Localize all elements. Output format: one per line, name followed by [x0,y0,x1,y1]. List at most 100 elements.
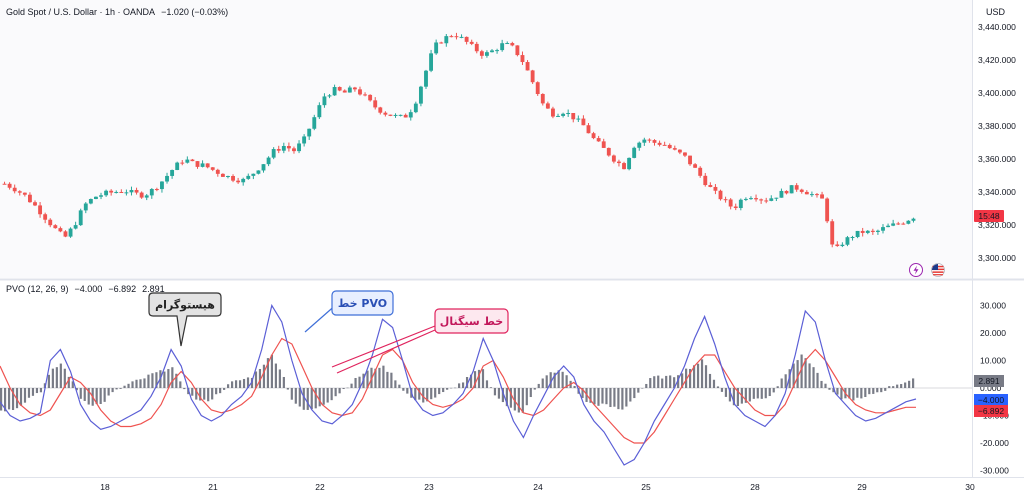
candle-body [312,117,317,129]
histogram-bar [736,388,739,406]
histogram-bar [3,388,7,412]
histogram-bar [880,388,883,393]
histogram-bar [836,388,839,395]
candle-body [652,140,657,143]
candle-body [139,192,144,198]
histogram-bar [744,388,747,403]
histogram-bar [127,383,130,388]
pvo-callout: خط PVO [331,290,394,316]
histogram-bar [434,388,437,398]
time-tick-label: 22 [315,482,325,492]
candle-body [683,152,687,156]
candle-body [845,237,850,245]
candle-body [520,55,525,63]
candle-body [677,149,682,153]
candle-body [398,114,403,116]
histogram-bar [314,388,317,409]
histogram-bar [692,365,696,388]
candle-body [358,89,362,95]
histogram-bar [358,376,361,388]
candle-body [449,36,454,38]
candle-body [490,50,494,53]
histogram-bar [131,381,134,388]
histogram-bar [816,372,819,388]
price-pane[interactable] [0,0,972,278]
price-tick-label: 3,440.000 [978,22,1016,32]
histogram-bar [35,388,39,394]
price-axis-ticks[interactable]: 3,440.000 3,420.000 3,400.000 3,380.000 3,36… [978,22,1016,263]
indicator-tick-label: 10.000 [980,356,1006,366]
signal-badge: −6.892 [974,405,1008,417]
candle-body [99,195,103,197]
histogram-bar [617,388,620,410]
histogram-bar [788,369,791,388]
histogram-bar [298,388,301,407]
lightning-icon[interactable] [909,263,923,277]
histogram-bar [581,388,584,398]
candle-body [799,189,804,192]
indicator-pvo-value: −4.000 [75,284,103,294]
histogram-bar [461,382,465,388]
histogram-bar [712,379,716,388]
histogram-bar [99,388,102,404]
candlestick-series [2,32,916,248]
histogram-bar [589,388,592,403]
us-flag-icon[interactable] [931,263,945,277]
histogram-bar [47,374,50,388]
candle-body [94,196,98,200]
candle-body [809,194,814,196]
candle-body [266,157,271,165]
candle-body [500,43,505,51]
currency-label[interactable]: USD [986,7,1006,17]
indicator-label[interactable]: PVO (12, 26, 9) [6,284,69,294]
histogram-bar [294,388,297,404]
candle-body [63,231,68,237]
candle-body [728,199,733,207]
candle-body [738,199,743,209]
candle-body [556,115,560,117]
histogram-bar [11,388,15,411]
histogram-bar [764,388,767,399]
candle-body [581,118,586,126]
histogram-bar [318,388,321,407]
candle-body [307,128,312,137]
candle-body [33,202,37,206]
candle-body [586,125,591,134]
histogram-bar [772,388,775,393]
hist-badge: 2.891 [974,375,1004,387]
symbol-title[interactable]: Gold Spot / U.S. Dollar · 1h · OANDA [6,7,155,17]
histogram-bar [143,378,146,388]
candle-body [647,139,652,141]
histogram-bar [83,388,86,401]
histogram-bar [199,388,202,401]
candle-body [27,194,32,203]
candle-body [865,230,870,233]
histogram-bar [661,378,664,388]
candle-body [591,133,596,139]
candle-body [363,94,367,96]
histogram-bar [629,388,632,402]
candle-body [83,203,88,211]
histogram-bar [497,388,501,399]
candle-body [413,103,418,113]
histogram-bar [657,375,660,388]
histogram-bar [63,368,66,388]
candle-body [759,199,764,201]
candle-body [317,105,322,118]
histogram-bar [796,360,799,388]
candle-body [149,189,154,196]
histogram-bar [422,388,425,403]
histogram-bar [398,384,401,388]
candle-body [424,70,428,87]
candle-body [109,190,114,193]
histogram-bar [613,388,616,407]
histogram-bar [808,363,811,388]
candle-body [535,82,540,95]
histogram-bar [394,380,397,388]
histogram-bar [545,375,548,388]
histogram-bar [51,368,54,388]
time-axis-ticks[interactable]: 18 21 22 23 24 25 28 29 30 [100,482,975,492]
histogram-bar [282,376,285,388]
histogram-bar [748,388,751,402]
price-tick-label: 3,420.000 [978,55,1016,65]
